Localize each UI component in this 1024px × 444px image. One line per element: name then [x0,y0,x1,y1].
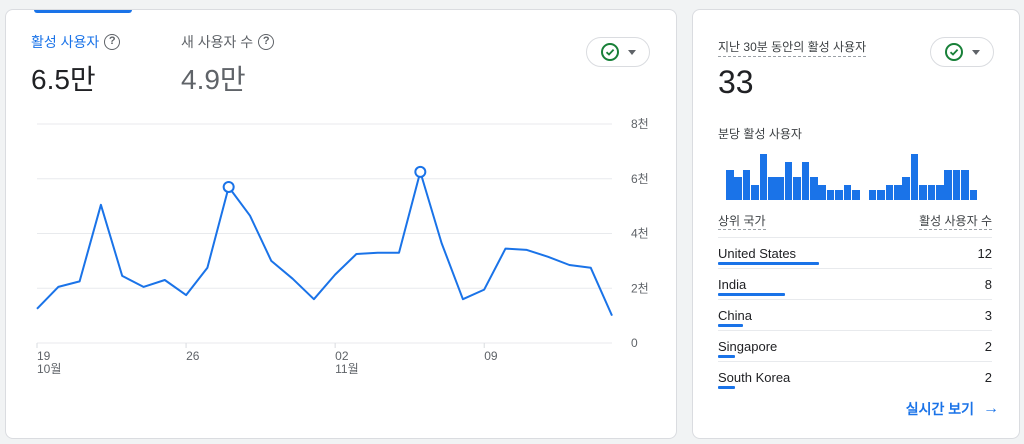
per-minute-bar [910,154,919,200]
x-tick-label: 02 [335,349,349,363]
country-bar [718,262,819,265]
per-minute-bar [885,185,894,200]
x-tick-month-label: 11월 [335,362,359,376]
country-row: South Korea 2 [718,361,992,392]
data-status-button[interactable] [930,37,994,67]
y-tick-label: 8천 [631,116,649,131]
per-minute-bar [952,170,961,200]
per-minute-bar [835,190,843,200]
series-point-marker [222,180,235,193]
country-bar [718,293,786,296]
metric-value: 6.5만 [31,64,96,95]
arrow-forward-icon: → [983,400,999,417]
per-minute-bar [784,162,793,200]
y-tick-label: 2천 [631,280,649,295]
per-minute-bar [793,177,801,200]
per-minute-bar [944,170,952,200]
y-tick-label: 0 [631,336,638,350]
y-tick-label: 4천 [631,226,649,241]
per-minute-bar [894,185,902,200]
users-column-header: 활성 사용자 수 [919,214,992,230]
help-icon[interactable]: ? [104,34,121,50]
data-status-button[interactable] [586,37,650,67]
realtime-count: 33 [718,64,754,100]
per-minute-bar [877,190,885,200]
per-minute-label: 분당 활성 사용자 [718,127,802,141]
realtime-card: 지난 30분 동안의 활성 사용자 33 분당 활성 사용자 상위 국가 활성 … [692,9,1020,439]
help-icon[interactable]: ? [258,34,275,50]
per-minute-bar [969,190,978,200]
metric-label: 새 사용자 수 [181,34,254,50]
country-bar [718,324,744,327]
x-tick-label: 19 [37,349,51,363]
country-row: United States 12 [718,237,992,268]
view-realtime-label: 실시간 보기 [905,401,974,417]
per-minute-bar [818,185,826,200]
country-value: 12 [977,246,992,261]
x-tick-label: 09 [484,349,498,363]
country-name: Singapore [718,339,778,354]
per-minute-bar [768,177,776,200]
country-name: China [718,308,752,323]
country-name: India [718,277,747,292]
country-value: 2 [984,339,992,354]
per-minute-bar [801,162,810,200]
caret-down-icon [971,49,980,55]
country-name: South Korea [718,370,791,385]
country-row: India 8 [718,268,992,299]
per-minute-bar [961,170,969,200]
per-minute-bar [742,170,751,200]
country-name: United States [718,246,797,261]
series-line [36,170,613,317]
country-row: Singapore 2 [718,330,992,361]
metric-active-users[interactable]: 활성 사용자 ? 6.5만 [31,32,121,98]
caret-down-icon [627,49,636,55]
per-minute-bar [751,185,759,200]
metric-new-users[interactable]: 새 사용자 수 ? 4.9만 [181,32,275,98]
per-minute-bar [852,190,860,200]
per-minute-bar [919,185,927,200]
per-minute-bar [902,177,910,200]
per-minute-bar [734,177,742,200]
country-table-header: 상위 국가 활성 사용자 수 [718,212,992,230]
per-minute-bar [759,154,768,200]
per-minute-bar [936,185,944,200]
country-row: China 3 [718,299,992,330]
per-minute-bar [927,185,936,200]
active-tab-indicator [34,10,132,13]
per-minute-bar-chart [726,150,978,200]
overview-card: 활성 사용자 ? 6.5만 새 사용자 수 ? 4.9만 0 2천 4천 6천 8천 19… [5,9,677,439]
country-column-header: 상위 국가 [718,214,766,230]
per-minute-bar [868,190,877,200]
per-minute-bar [810,177,818,200]
y-tick-label: 6천 [631,171,649,186]
metric-value: 4.9만 [181,64,246,95]
x-tick-label: 26 [186,349,200,363]
country-bar [718,355,735,358]
realtime-title: 지난 30분 동안의 활성 사용자 [718,38,867,57]
per-minute-bar [826,190,835,200]
per-minute-bar [843,185,852,200]
view-realtime-link[interactable]: 실시간 보기 → [906,399,999,419]
check-circle-icon [600,43,619,61]
series-point-marker [414,165,427,178]
country-value: 3 [984,308,992,323]
per-minute-bar [726,170,734,200]
check-circle-icon [944,43,963,61]
country-value: 2 [984,370,992,385]
per-minute-bar [776,177,784,200]
metric-label: 활성 사용자 [31,34,100,50]
country-value: 8 [984,277,992,292]
country-bar [718,386,735,389]
x-tick-month-label: 10월 [37,362,61,376]
